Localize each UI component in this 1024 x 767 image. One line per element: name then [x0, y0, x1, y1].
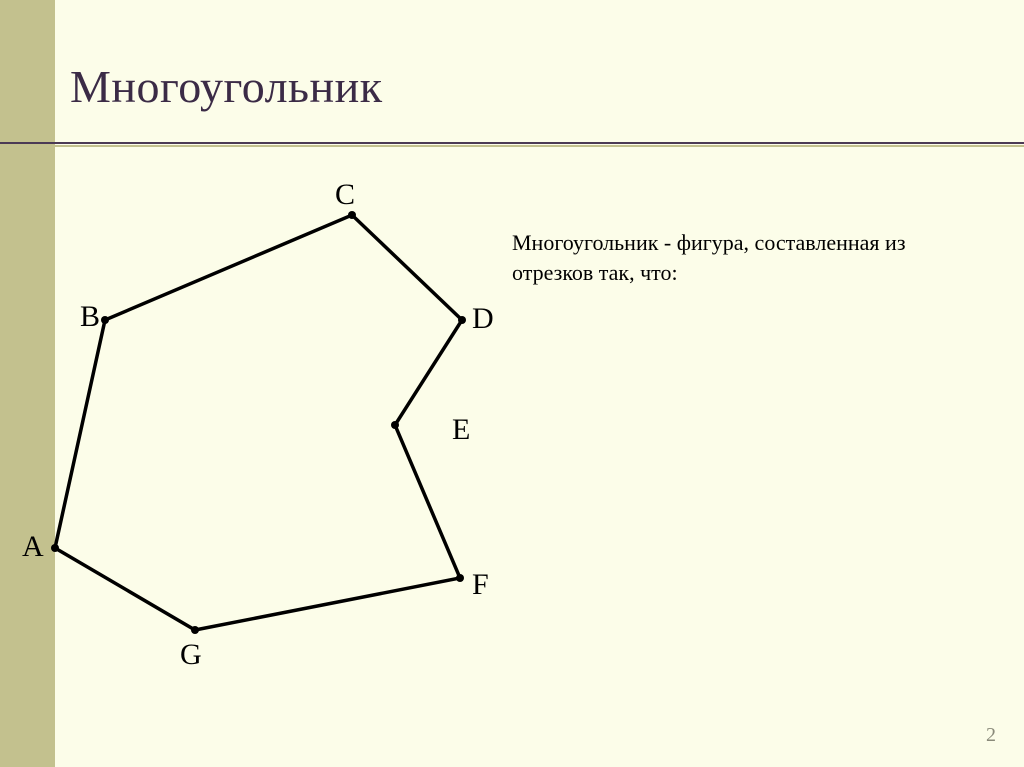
vertex-marker-e — [391, 421, 399, 429]
slide-title: Многоугольник — [70, 60, 383, 113]
vertex-marker-d — [458, 316, 466, 324]
polygon-shape — [55, 215, 462, 630]
polygon-vertex-markers — [51, 211, 466, 634]
slide-sidebar — [0, 0, 55, 767]
vertex-label-d: D — [472, 302, 494, 336]
vertex-label-e: E — [452, 413, 470, 447]
vertex-label-g: G — [180, 638, 202, 672]
vertex-marker-b — [101, 316, 109, 324]
vertex-label-f: F — [472, 568, 489, 602]
vertex-marker-c — [348, 211, 356, 219]
vertex-label-c: C — [335, 178, 355, 212]
title-rule-top — [0, 142, 1024, 144]
vertex-label-b: B — [80, 300, 100, 334]
polygon-diagram — [0, 0, 1024, 767]
vertex-marker-g — [191, 626, 199, 634]
vertex-label-a: A — [22, 530, 44, 564]
slide: Многоугольник Многоугольник - фигура, со… — [0, 0, 1024, 767]
vertex-marker-f — [456, 574, 464, 582]
page-number: 2 — [986, 724, 996, 747]
polygon-definition-text: Многоугольник - фигура, составленная из … — [512, 228, 942, 287]
title-rule-bottom — [0, 145, 1024, 147]
